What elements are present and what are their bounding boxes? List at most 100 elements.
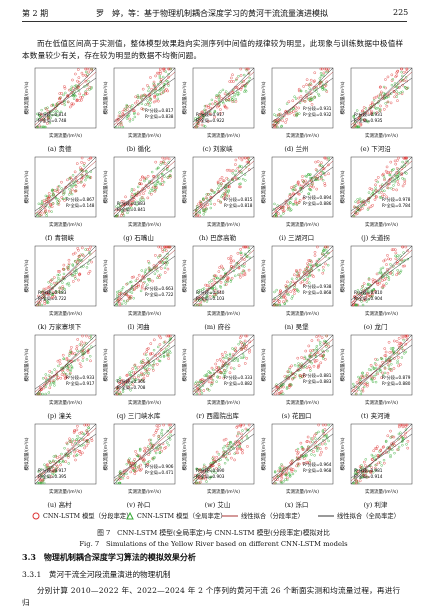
r2-label: R²分段=0.933 [66,374,95,381]
point-segmented [219,371,223,374]
point-global [365,374,368,377]
point-global [149,441,153,445]
point-segmented [353,205,356,209]
point-segmented [226,277,230,281]
point-global [391,273,394,276]
point-segmented [385,165,389,169]
point-segmented [52,460,55,464]
r2-label: R²全局=0.838 [145,113,174,120]
point-global [317,268,321,272]
point-segmented [206,203,209,206]
point-global [60,187,63,190]
point-segmented [67,365,71,369]
point-global [362,111,366,114]
point-segmented [136,99,139,103]
point-segmented [219,112,222,115]
point-global [67,281,70,285]
point-global [70,192,74,196]
point-segmented [239,447,242,450]
point-segmented [383,354,387,357]
point-segmented [43,206,47,209]
x-axis-label: 实测流量/(m³/s) [365,132,398,139]
panel: R²分段=0.814 R²全局=0.748 实测流量/(m³/s) 模拟流量/(m³/… [20,66,99,155]
point-global [286,370,290,374]
point-segmented [272,299,276,302]
plot-frame [192,156,255,218]
point-segmented [300,356,303,359]
point-segmented [296,356,300,360]
point-segmented [160,179,164,182]
point-segmented [395,188,398,192]
caption-en: Fig. 7 Simulations of the Yellow River b… [79,540,348,548]
point-segmented [230,76,233,80]
point-segmented [243,339,247,343]
point-segmented [302,270,306,274]
point-global [205,197,209,200]
point-global [121,477,125,480]
point-global [393,180,397,184]
fit-segmented [113,427,176,482]
point-segmented [89,176,93,179]
point-segmented [315,259,319,263]
point-segmented [218,178,222,181]
point-global [49,383,52,387]
point-segmented [327,163,330,167]
point-global [219,200,222,203]
r2-label: R²全局=0.935 [354,117,383,124]
point-global [352,214,356,218]
point-global [315,87,318,90]
point-segmented [164,245,167,249]
point-segmented [404,156,407,160]
scatter-plot: R²分段=0.663R²全局=0.722实测流量/(m³/s)模拟流量/(m³/… [102,245,176,317]
plot-frame [271,334,334,396]
point-global [372,375,376,378]
panel: R²分段=0.810 R²全局=0.904 实测流量/(m³/s) 模拟流量/(m³/… [336,244,415,333]
point-segmented [240,256,243,260]
point-segmented [229,255,233,258]
point-segmented [153,449,157,453]
point-segmented [390,442,393,446]
point-segmented [83,341,87,345]
point-segmented [358,116,361,120]
point-global [126,211,129,215]
point-global [354,211,358,214]
diagonal [192,334,255,396]
point-global [88,251,91,254]
point-segmented [380,194,384,198]
point-global [73,183,76,186]
point-global [377,191,381,194]
point-segmented [305,440,309,443]
point-global [78,343,82,346]
point-global [390,180,394,183]
point-segmented [319,361,323,365]
point-segmented [57,203,61,206]
point-global [162,84,166,88]
point-segmented [236,448,239,451]
point-global [156,180,160,184]
point-global [140,199,143,203]
point-segmented [207,106,210,109]
point-global [89,355,92,358]
panel: R²分段=0.931 R²全局=0.932 实测流量/(m³/s) 模拟流量/(m³/… [257,66,336,155]
point-segmented [278,391,282,395]
point-segmented [386,254,389,257]
point-segmented [374,447,377,450]
point-segmented [326,69,329,72]
point-global [145,371,149,374]
point-segmented [167,157,171,161]
point-segmented [223,105,227,109]
panel: R²分段=0.894 R²全局=0.886 实测流量/(m³/s) 模拟流量/(m³/… [257,155,336,244]
point-global [153,272,157,275]
point-segmented [123,208,127,212]
diagonal [34,67,97,129]
point-segmented [216,366,220,370]
point-global [73,448,76,451]
point-global [160,428,164,432]
point-segmented [400,334,404,338]
point-segmented [133,469,137,473]
point-global [297,362,300,365]
r2-label: R²全局=0.914 [354,473,383,480]
point-segmented [66,448,70,452]
point-segmented [51,379,55,383]
